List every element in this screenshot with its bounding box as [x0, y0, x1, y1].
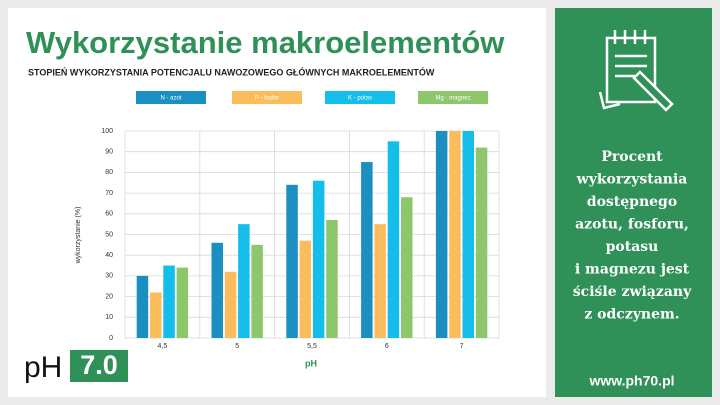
x-tick-label: 4,5 [158, 343, 168, 350]
legend-swatch [418, 91, 488, 104]
y-tick-label: 90 [105, 149, 113, 156]
bar [136, 275, 149, 338]
website: www.ph70.pl [588, 373, 674, 389]
side-panel [555, 8, 712, 397]
legend-label: K - potas [348, 96, 372, 102]
y-tick-label: 10 [105, 314, 113, 321]
panel-text: dostępnego [587, 194, 677, 210]
bar [312, 180, 325, 338]
bar [326, 220, 338, 338]
y-tick-label: 0 [109, 335, 113, 342]
panel-text: i magnezu jest [575, 262, 690, 278]
panel-text: ściśle związany [573, 284, 692, 300]
bar [238, 224, 250, 338]
chart-subtitle: STOPIEŃ WYKORZYSTANIA POTENCJALU NAWOZOW… [28, 66, 435, 77]
bar [401, 197, 413, 338]
bar [435, 131, 448, 338]
y-tick-label: 40 [105, 252, 113, 259]
bar [251, 244, 263, 338]
y-axis-label: wykorzystanie (%) [75, 207, 82, 265]
y-tick-label: 50 [105, 231, 113, 238]
panel-text: potasu [606, 239, 659, 255]
y-tick-label: 100 [101, 128, 113, 135]
y-tick-label: 80 [105, 169, 113, 176]
bar [224, 271, 237, 338]
bar [299, 240, 312, 338]
panel-text: wykorzystania [576, 172, 688, 188]
x-tick-label: 6 [385, 343, 389, 350]
x-tick-label: 5,5 [307, 343, 317, 350]
legend-label: Mg - magnez [435, 96, 470, 102]
legend-label: P - fosfor [255, 96, 279, 102]
legend-swatch [232, 91, 302, 104]
legend-swatch [325, 91, 395, 104]
logo-box [70, 350, 128, 382]
legend-swatch [136, 91, 206, 104]
logo-text: pH [24, 351, 62, 384]
panel-text: Procent [601, 149, 663, 165]
y-tick-label: 20 [105, 293, 113, 300]
bar [462, 131, 474, 338]
x-axis-label: pH [305, 358, 317, 368]
y-tick-label: 30 [105, 273, 113, 280]
bar [211, 242, 223, 338]
bar [475, 147, 488, 338]
bar [374, 224, 386, 338]
bar [150, 292, 162, 338]
x-tick-label: 5 [235, 343, 239, 350]
logo-number: 7.0 [80, 350, 118, 380]
bar [361, 162, 373, 338]
x-tick-label: 7 [460, 343, 464, 350]
bar [387, 141, 400, 338]
y-tick-label: 70 [105, 190, 113, 197]
bar [163, 265, 175, 338]
legend-label: N - azot [160, 96, 181, 102]
bar [176, 267, 189, 338]
bar [286, 184, 298, 338]
bar [449, 131, 461, 338]
y-tick-label: 60 [105, 211, 113, 218]
panel-text: z odczynem. [584, 307, 679, 323]
chart-title: Wykorzystanie makroelementów [26, 25, 505, 60]
panel-text: azotu, fosforu, [575, 217, 689, 233]
notepad-icon [598, 30, 674, 112]
